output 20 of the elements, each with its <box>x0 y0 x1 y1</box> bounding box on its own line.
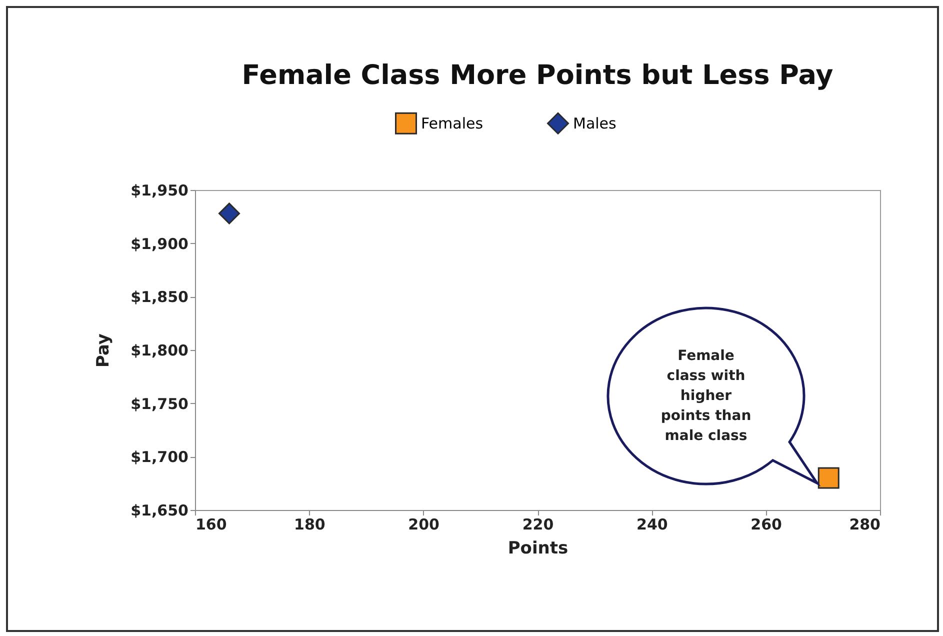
x-tick-label: 180 <box>294 516 326 534</box>
y-tick-label: $1,650 <box>130 502 188 520</box>
x-tick-label: 160 <box>196 516 227 534</box>
x-tick-label: 200 <box>408 516 440 534</box>
y-tick-label: $1,950 <box>130 182 188 200</box>
x-axis-title: Points <box>508 538 568 558</box>
y-tick-label: $1,750 <box>130 394 188 413</box>
x-tick-label: 280 <box>849 516 880 534</box>
annotation: Female class with higher points than male class <box>660 348 752 444</box>
y-axis-title: Pay <box>94 333 114 368</box>
x-tick-label: 240 <box>636 516 668 534</box>
chart-title: Female Class More Points but Less Pay <box>242 60 834 91</box>
x-tick-label: 220 <box>522 516 554 534</box>
x-tick-label: 260 <box>750 516 782 534</box>
y-tick-label: $1,700 <box>130 448 188 466</box>
legend-label: Females <box>421 114 484 132</box>
legend-label: Males <box>573 114 617 132</box>
y-tick-label: $1,850 <box>130 288 188 306</box>
y-tick-label: $1,800 <box>130 342 188 360</box>
y-tick-label: $1,900 <box>130 234 188 253</box>
